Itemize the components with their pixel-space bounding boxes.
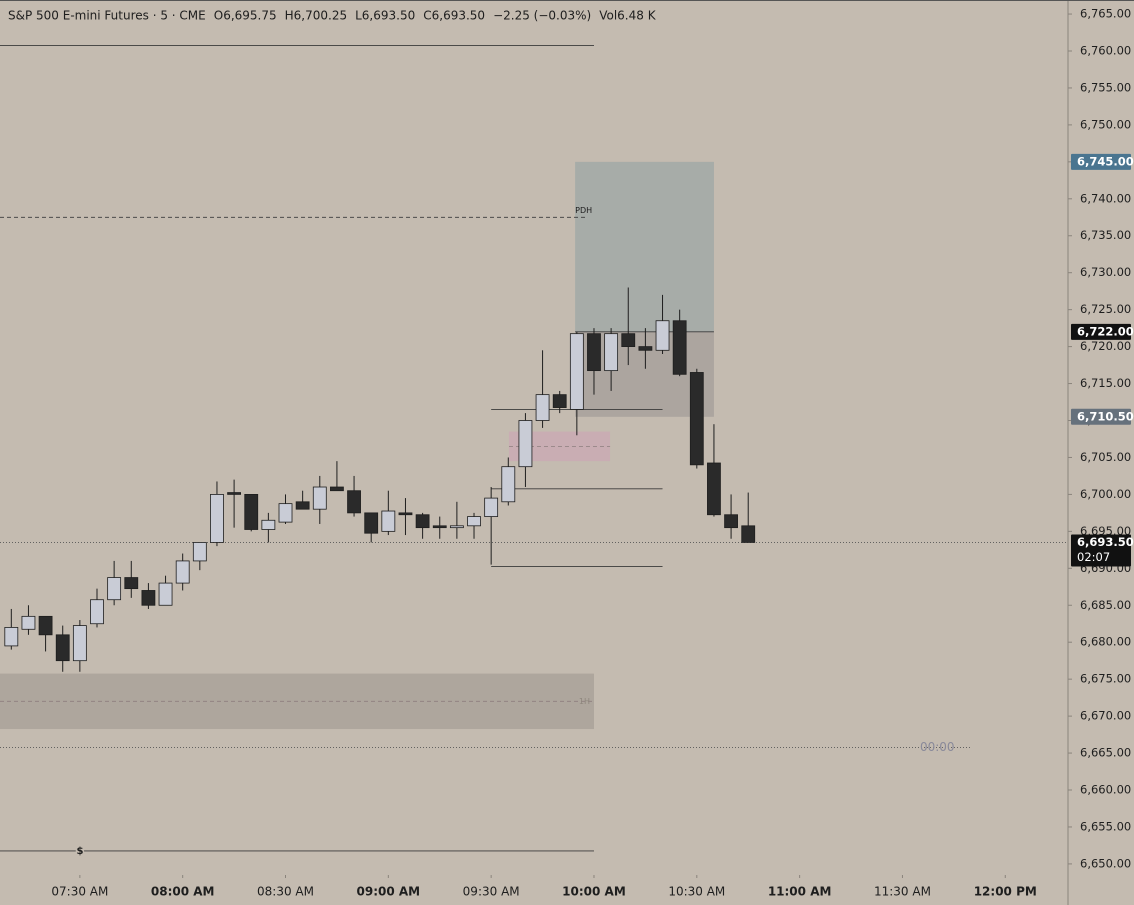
- candle-body: [381, 510, 396, 532]
- price-tag-label: 6,710.50: [1077, 409, 1134, 423]
- zone-label: 1H: [579, 697, 590, 706]
- x-tick-label: 09:30 AM: [463, 885, 520, 899]
- y-tick-label: 6,675.00: [1080, 672, 1131, 686]
- y-tick-label: 6,670.00: [1080, 709, 1131, 723]
- candle-body: [278, 503, 293, 523]
- candle-body: [398, 512, 413, 516]
- price-tag: [1071, 534, 1131, 567]
- candle-body: [741, 525, 756, 543]
- candle-body: [655, 320, 670, 351]
- candle-body: [192, 542, 207, 562]
- y-tick-label: 6,755.00: [1080, 80, 1131, 94]
- candle-body: [312, 486, 327, 510]
- candle-body: [535, 394, 550, 421]
- x-tick-label: 08:00 AM: [151, 885, 215, 899]
- x-tick-label: 10:00 AM: [562, 885, 626, 899]
- x-tick-label: 08:30 AM: [257, 885, 314, 899]
- candle-body: [124, 577, 139, 590]
- x-tick-label: 12:00 PM: [974, 885, 1037, 899]
- candle-body: [38, 615, 53, 636]
- candle-body: [227, 492, 241, 495]
- candle-body: [689, 372, 704, 466]
- price-tag-label: 6,745.00: [1077, 154, 1134, 168]
- y-tick-label: 6,765.00: [1080, 7, 1131, 21]
- x-tick-label: 07:30 AM: [51, 885, 108, 899]
- level-label: PDH: [575, 206, 592, 215]
- y-tick-label: 6,705.00: [1080, 450, 1131, 464]
- candle-body: [21, 615, 36, 630]
- header-item: C6,693.50: [423, 9, 485, 23]
- candle-body: [724, 514, 738, 529]
- candle-body: [432, 525, 447, 529]
- y-tick-label: 6,665.00: [1080, 746, 1131, 760]
- y-tick-label: 6,750.00: [1080, 117, 1131, 131]
- candle-body: [415, 514, 430, 529]
- countdown: 02:07: [1077, 550, 1110, 564]
- candle-body: [552, 394, 567, 408]
- candle-body: [4, 627, 19, 647]
- candle-body: [244, 494, 259, 530]
- y-tick-label: 6,735.00: [1080, 228, 1131, 242]
- candle-body: [587, 333, 601, 372]
- candle-body: [210, 494, 224, 543]
- candle-body: [158, 582, 173, 606]
- level-label: $: [77, 846, 84, 857]
- candle-body: [501, 466, 516, 503]
- y-tick-label: 6,685.00: [1080, 598, 1131, 612]
- x-tick-label: 09:00 AM: [357, 885, 421, 899]
- header-item: L6,693.50: [355, 9, 415, 23]
- y-tick-label: 6,730.00: [1080, 265, 1131, 279]
- candle-body: [638, 346, 653, 351]
- candle-body: [141, 590, 156, 606]
- candle-body: [55, 634, 70, 662]
- x-tick-label: 11:00 AM: [768, 885, 832, 899]
- price-tag: [1071, 153, 1131, 170]
- y-tick-label: 6,760.00: [1080, 43, 1131, 57]
- candle-body: [72, 625, 87, 662]
- header-item: S&P 500 E-mini Futures · 5 · CME: [8, 9, 206, 23]
- candle-body: [90, 599, 104, 625]
- candle-body: [707, 462, 721, 516]
- candle-body: [364, 512, 379, 534]
- candle-body: [621, 333, 636, 348]
- candle-body: [672, 320, 687, 375]
- candle-body: [347, 490, 361, 514]
- y-tick-label: 6,650.00: [1080, 856, 1131, 870]
- header-item: −2.25 (−0.03%): [493, 9, 591, 23]
- candle-body: [484, 497, 499, 517]
- candle-body: [449, 525, 464, 529]
- header-item: H6,700.25: [285, 9, 347, 23]
- y-tick-label: 6,660.00: [1080, 783, 1131, 797]
- price-tag: [1071, 408, 1131, 425]
- candle-body: [467, 516, 481, 527]
- candle-body: [261, 519, 276, 530]
- candle-body: [107, 577, 122, 601]
- y-tick-label: 6,655.00: [1080, 819, 1131, 833]
- x-tick-label: 11:30 AM: [874, 885, 931, 899]
- y-tick-label: 6,680.00: [1080, 635, 1131, 649]
- candle-body: [569, 333, 584, 410]
- price-tag-label: 6,722.00: [1077, 324, 1134, 338]
- price-tag-label: 6,693.50: [1077, 535, 1134, 549]
- candle-body: [175, 560, 190, 584]
- y-tick-label: 6,725.00: [1080, 302, 1131, 316]
- zone: [575, 161, 714, 332]
- y-tick-label: 6,740.00: [1080, 191, 1131, 205]
- header-item: Vol6.48 K: [599, 9, 656, 23]
- level-label: 00:00: [920, 740, 955, 754]
- x-tick-label: 10:30 AM: [668, 885, 725, 899]
- header-item: O6,695.75: [214, 9, 277, 23]
- y-tick-label: 6,715.00: [1080, 376, 1131, 390]
- y-tick-label: 6,695.00: [1080, 524, 1131, 538]
- candle-body: [518, 420, 533, 468]
- y-tick-label: 6,700.00: [1080, 487, 1131, 501]
- y-tick-label: 6,720.00: [1080, 339, 1131, 353]
- candle-body: [295, 501, 310, 510]
- price-tag: [1071, 323, 1131, 340]
- candle-body: [604, 333, 619, 372]
- candle-body: [330, 486, 344, 492]
